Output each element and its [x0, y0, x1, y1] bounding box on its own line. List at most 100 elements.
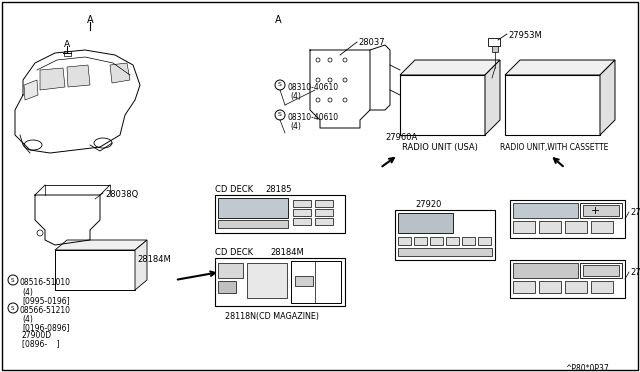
Polygon shape [67, 65, 90, 87]
Bar [565, 221, 587, 233]
Circle shape [343, 78, 347, 82]
Text: 28185: 28185 [265, 185, 291, 194]
Bar [510, 260, 625, 298]
Text: (4): (4) [22, 315, 33, 324]
Circle shape [328, 98, 332, 102]
Circle shape [343, 98, 347, 102]
Text: 08310-40610: 08310-40610 [288, 83, 339, 92]
Bar [505, 75, 600, 135]
Text: RADIO UNIT,WITH CASSETTE: RADIO UNIT,WITH CASSETTE [500, 143, 609, 152]
Text: 28037: 28037 [358, 38, 385, 47]
Polygon shape [485, 60, 500, 135]
Circle shape [316, 58, 320, 62]
Polygon shape [24, 80, 38, 100]
Bar [291, 261, 341, 303]
Bar [446, 237, 459, 245]
Bar [218, 263, 243, 278]
Bar [513, 263, 578, 278]
Bar [430, 237, 443, 245]
Bar [293, 200, 311, 207]
Bar [218, 198, 288, 218]
Bar [462, 237, 475, 245]
Circle shape [37, 230, 43, 236]
Circle shape [316, 98, 320, 102]
Bar [591, 221, 613, 233]
Circle shape [328, 78, 332, 82]
Text: S: S [10, 305, 13, 311]
Circle shape [275, 110, 285, 120]
Text: CD DECK: CD DECK [215, 248, 253, 257]
Bar [583, 205, 619, 216]
Text: 27953M: 27953M [508, 31, 541, 40]
Circle shape [343, 58, 347, 62]
Text: 08566-51210: 08566-51210 [20, 306, 71, 315]
Text: 27920M: 27920M [630, 208, 640, 217]
Ellipse shape [94, 138, 112, 148]
Text: 27900D: 27900D [22, 331, 52, 340]
Bar [580, 263, 622, 278]
Text: 27920: 27920 [415, 200, 442, 209]
Circle shape [275, 80, 285, 90]
Bar [539, 281, 561, 293]
Bar [513, 281, 535, 293]
Polygon shape [135, 240, 147, 290]
Text: 28184M: 28184M [137, 255, 171, 264]
Polygon shape [110, 63, 130, 83]
Text: 27920M: 27920M [630, 268, 640, 277]
Text: (4): (4) [290, 92, 301, 101]
Bar [315, 200, 333, 207]
Text: [0896-    ]: [0896- ] [22, 339, 60, 348]
Bar [55, 250, 135, 290]
Bar [513, 203, 578, 218]
Bar [315, 209, 333, 216]
Text: (4): (4) [22, 288, 33, 297]
Bar [293, 218, 311, 225]
Bar [215, 258, 345, 306]
Text: RADIO UNIT (USA): RADIO UNIT (USA) [402, 143, 478, 152]
Bar [218, 281, 236, 293]
Text: [0196-0896]: [0196-0896] [22, 323, 70, 332]
Text: ^P80*0P37: ^P80*0P37 [565, 364, 609, 372]
Polygon shape [505, 60, 615, 75]
Bar [478, 237, 491, 245]
Bar [315, 218, 333, 225]
Bar [400, 75, 485, 135]
Text: A: A [64, 40, 70, 49]
Text: 28184M: 28184M [270, 248, 304, 257]
Bar [539, 221, 561, 233]
Polygon shape [55, 240, 147, 250]
Bar [395, 210, 495, 260]
Bar [591, 281, 613, 293]
Bar [583, 265, 619, 276]
Circle shape [8, 275, 18, 285]
Bar [565, 281, 587, 293]
Bar [513, 221, 535, 233]
Circle shape [8, 303, 18, 313]
Bar [488, 38, 500, 46]
Text: (4): (4) [290, 122, 301, 131]
Bar [398, 248, 492, 256]
Polygon shape [40, 68, 65, 90]
Text: A: A [86, 15, 93, 25]
Text: CD DECK: CD DECK [215, 185, 253, 194]
Bar [398, 213, 453, 233]
Circle shape [316, 78, 320, 82]
Bar [398, 237, 411, 245]
Text: [0995-0196]: [0995-0196] [22, 296, 70, 305]
Text: 27960A: 27960A [385, 133, 417, 142]
Polygon shape [600, 60, 615, 135]
Bar [215, 195, 345, 233]
Bar [414, 237, 427, 245]
Bar [580, 203, 622, 218]
Bar [295, 276, 313, 286]
Ellipse shape [24, 140, 42, 150]
Bar [218, 220, 288, 228]
Polygon shape [400, 60, 500, 75]
Text: 08310-40610: 08310-40610 [288, 113, 339, 122]
Bar [293, 209, 311, 216]
Text: 08516-51010: 08516-51010 [20, 278, 71, 287]
Bar [492, 46, 498, 52]
Text: A: A [275, 15, 282, 25]
Text: 28118N(CD MAGAZINE): 28118N(CD MAGAZINE) [225, 312, 319, 321]
Bar [510, 200, 625, 238]
